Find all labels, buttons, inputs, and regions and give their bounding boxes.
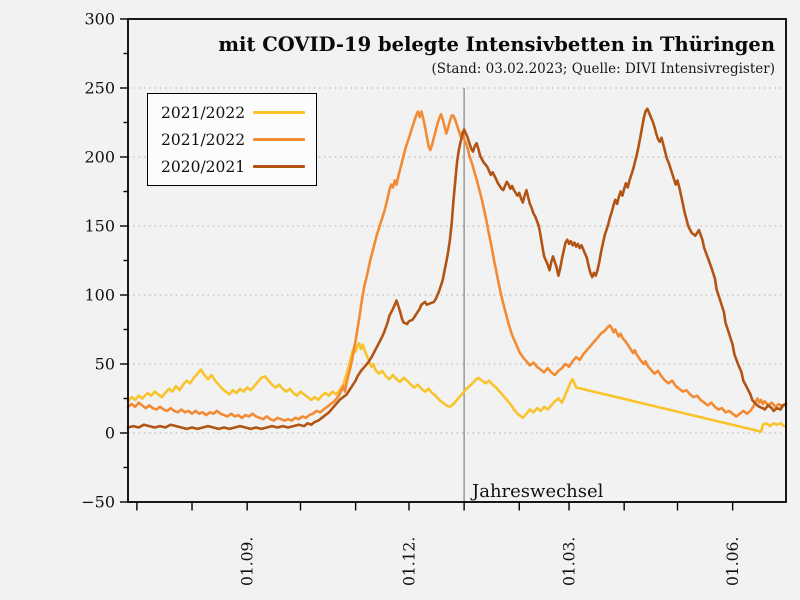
legend-swatch-dark-orange-line: [253, 165, 305, 168]
x-tick-label-01.09.: 01.09.: [239, 537, 257, 586]
y-tick-label-300: 300: [84, 10, 115, 29]
y-tick-label-50: 50: [95, 355, 115, 374]
legend-label: 2021/2022: [161, 130, 246, 149]
legend: 2021/2022 2021/2022 2020/2021: [147, 93, 317, 186]
chart-subtitle: (Stand: 03.02.2023; Quelle: DIVI Intensi…: [431, 61, 775, 77]
y-tick-label-250: 250: [84, 79, 115, 98]
legend-row-2022-2023: 2021/2022: [161, 104, 305, 122]
annotation-jahreswechsel-label: Jahreswechsel: [470, 481, 604, 502]
data-series: [126, 107, 788, 433]
y-tick-label-100: 100: [84, 286, 115, 305]
legend-label: 2021/2022: [161, 103, 246, 122]
y-tick-label-200: 200: [84, 148, 115, 167]
season-2021-2022-line: [126, 110, 786, 422]
legend-swatch-orange-line: [253, 138, 305, 141]
x-tick-label-01.03.: 01.03.: [561, 537, 579, 586]
legend-swatch-yellow-line: [253, 111, 305, 114]
x-tick-label-01.12.: 01.12.: [400, 537, 418, 586]
legend-row-2020-2021: 2020/2021: [161, 158, 305, 176]
legend-label: 2020/2021: [161, 157, 246, 176]
season-2020-2021-line: [126, 107, 788, 431]
plot-frame: [127, 18, 787, 503]
chart-title: mit COVID-19 belegte Intensivbetten in T…: [218, 33, 775, 56]
y-tick-label-0: 0: [105, 424, 115, 443]
y-tick-label--50: −50: [81, 493, 115, 512]
axes: 300 250 200 150 100 50 0 −50 01.09. 01.12. 01.03. 0…: [81, 10, 787, 586]
x-tick-label-01.06.: 01.06.: [724, 537, 742, 586]
legend-row-2021-2022: 2021/2022: [161, 131, 305, 149]
y-tick-label-150: 150: [84, 217, 115, 236]
season-2022-2023-line: [126, 341, 786, 433]
